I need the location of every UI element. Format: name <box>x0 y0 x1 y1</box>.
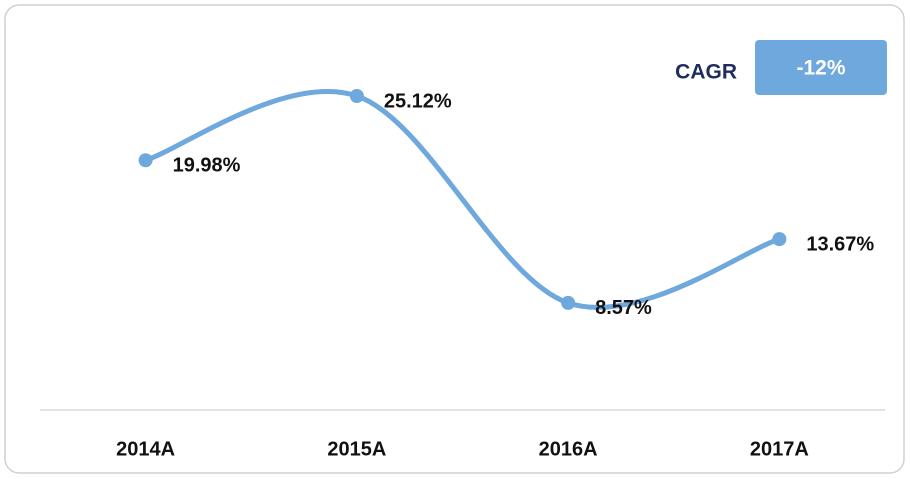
data-label: 25.12% <box>384 90 452 112</box>
data-label: 13.67% <box>806 233 874 255</box>
line <box>143 88 782 310</box>
x-tick-label: 2017A <box>750 438 809 460</box>
annotation-box <box>755 40 887 95</box>
x-tick-label: 2016A <box>539 438 598 460</box>
point <box>349 89 364 103</box>
data-label: 19.98% <box>173 155 241 177</box>
point <box>772 232 787 247</box>
data-label: 8.57% <box>595 297 652 319</box>
frame <box>4 4 905 474</box>
annotation-label: CAGR <box>675 61 737 84</box>
annotation-value: -12% <box>796 57 845 80</box>
point <box>138 153 153 168</box>
x-tick-label: 2015A <box>327 438 386 460</box>
x-tick-label: 2014A <box>116 438 175 460</box>
point <box>561 295 576 310</box>
